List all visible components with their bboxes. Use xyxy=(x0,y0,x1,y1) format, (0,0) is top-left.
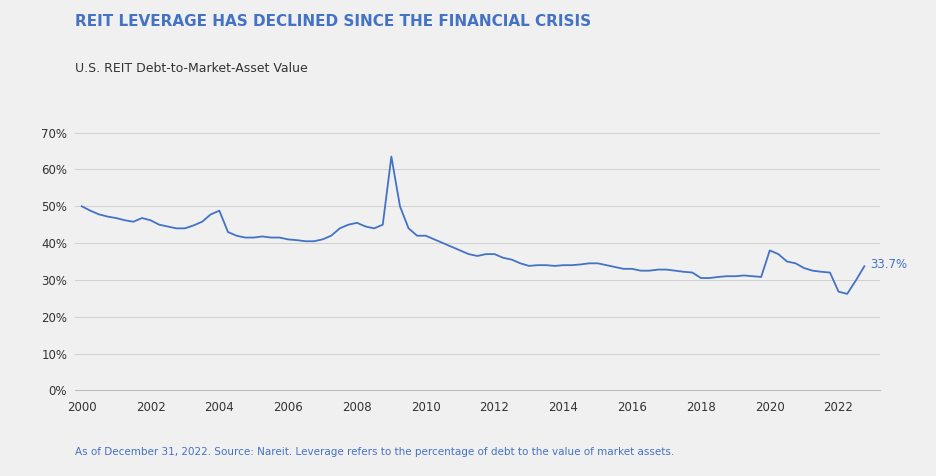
Text: As of December 31, 2022. Source: Nareit. Leverage refers to the percentage of de: As of December 31, 2022. Source: Nareit.… xyxy=(75,447,674,457)
Text: U.S. REIT Debt-to-Market-Asset Value: U.S. REIT Debt-to-Market-Asset Value xyxy=(75,62,308,75)
Text: REIT LEVERAGE HAS DECLINED SINCE THE FINANCIAL CRISIS: REIT LEVERAGE HAS DECLINED SINCE THE FIN… xyxy=(75,14,591,30)
Text: 33.7%: 33.7% xyxy=(870,258,908,271)
